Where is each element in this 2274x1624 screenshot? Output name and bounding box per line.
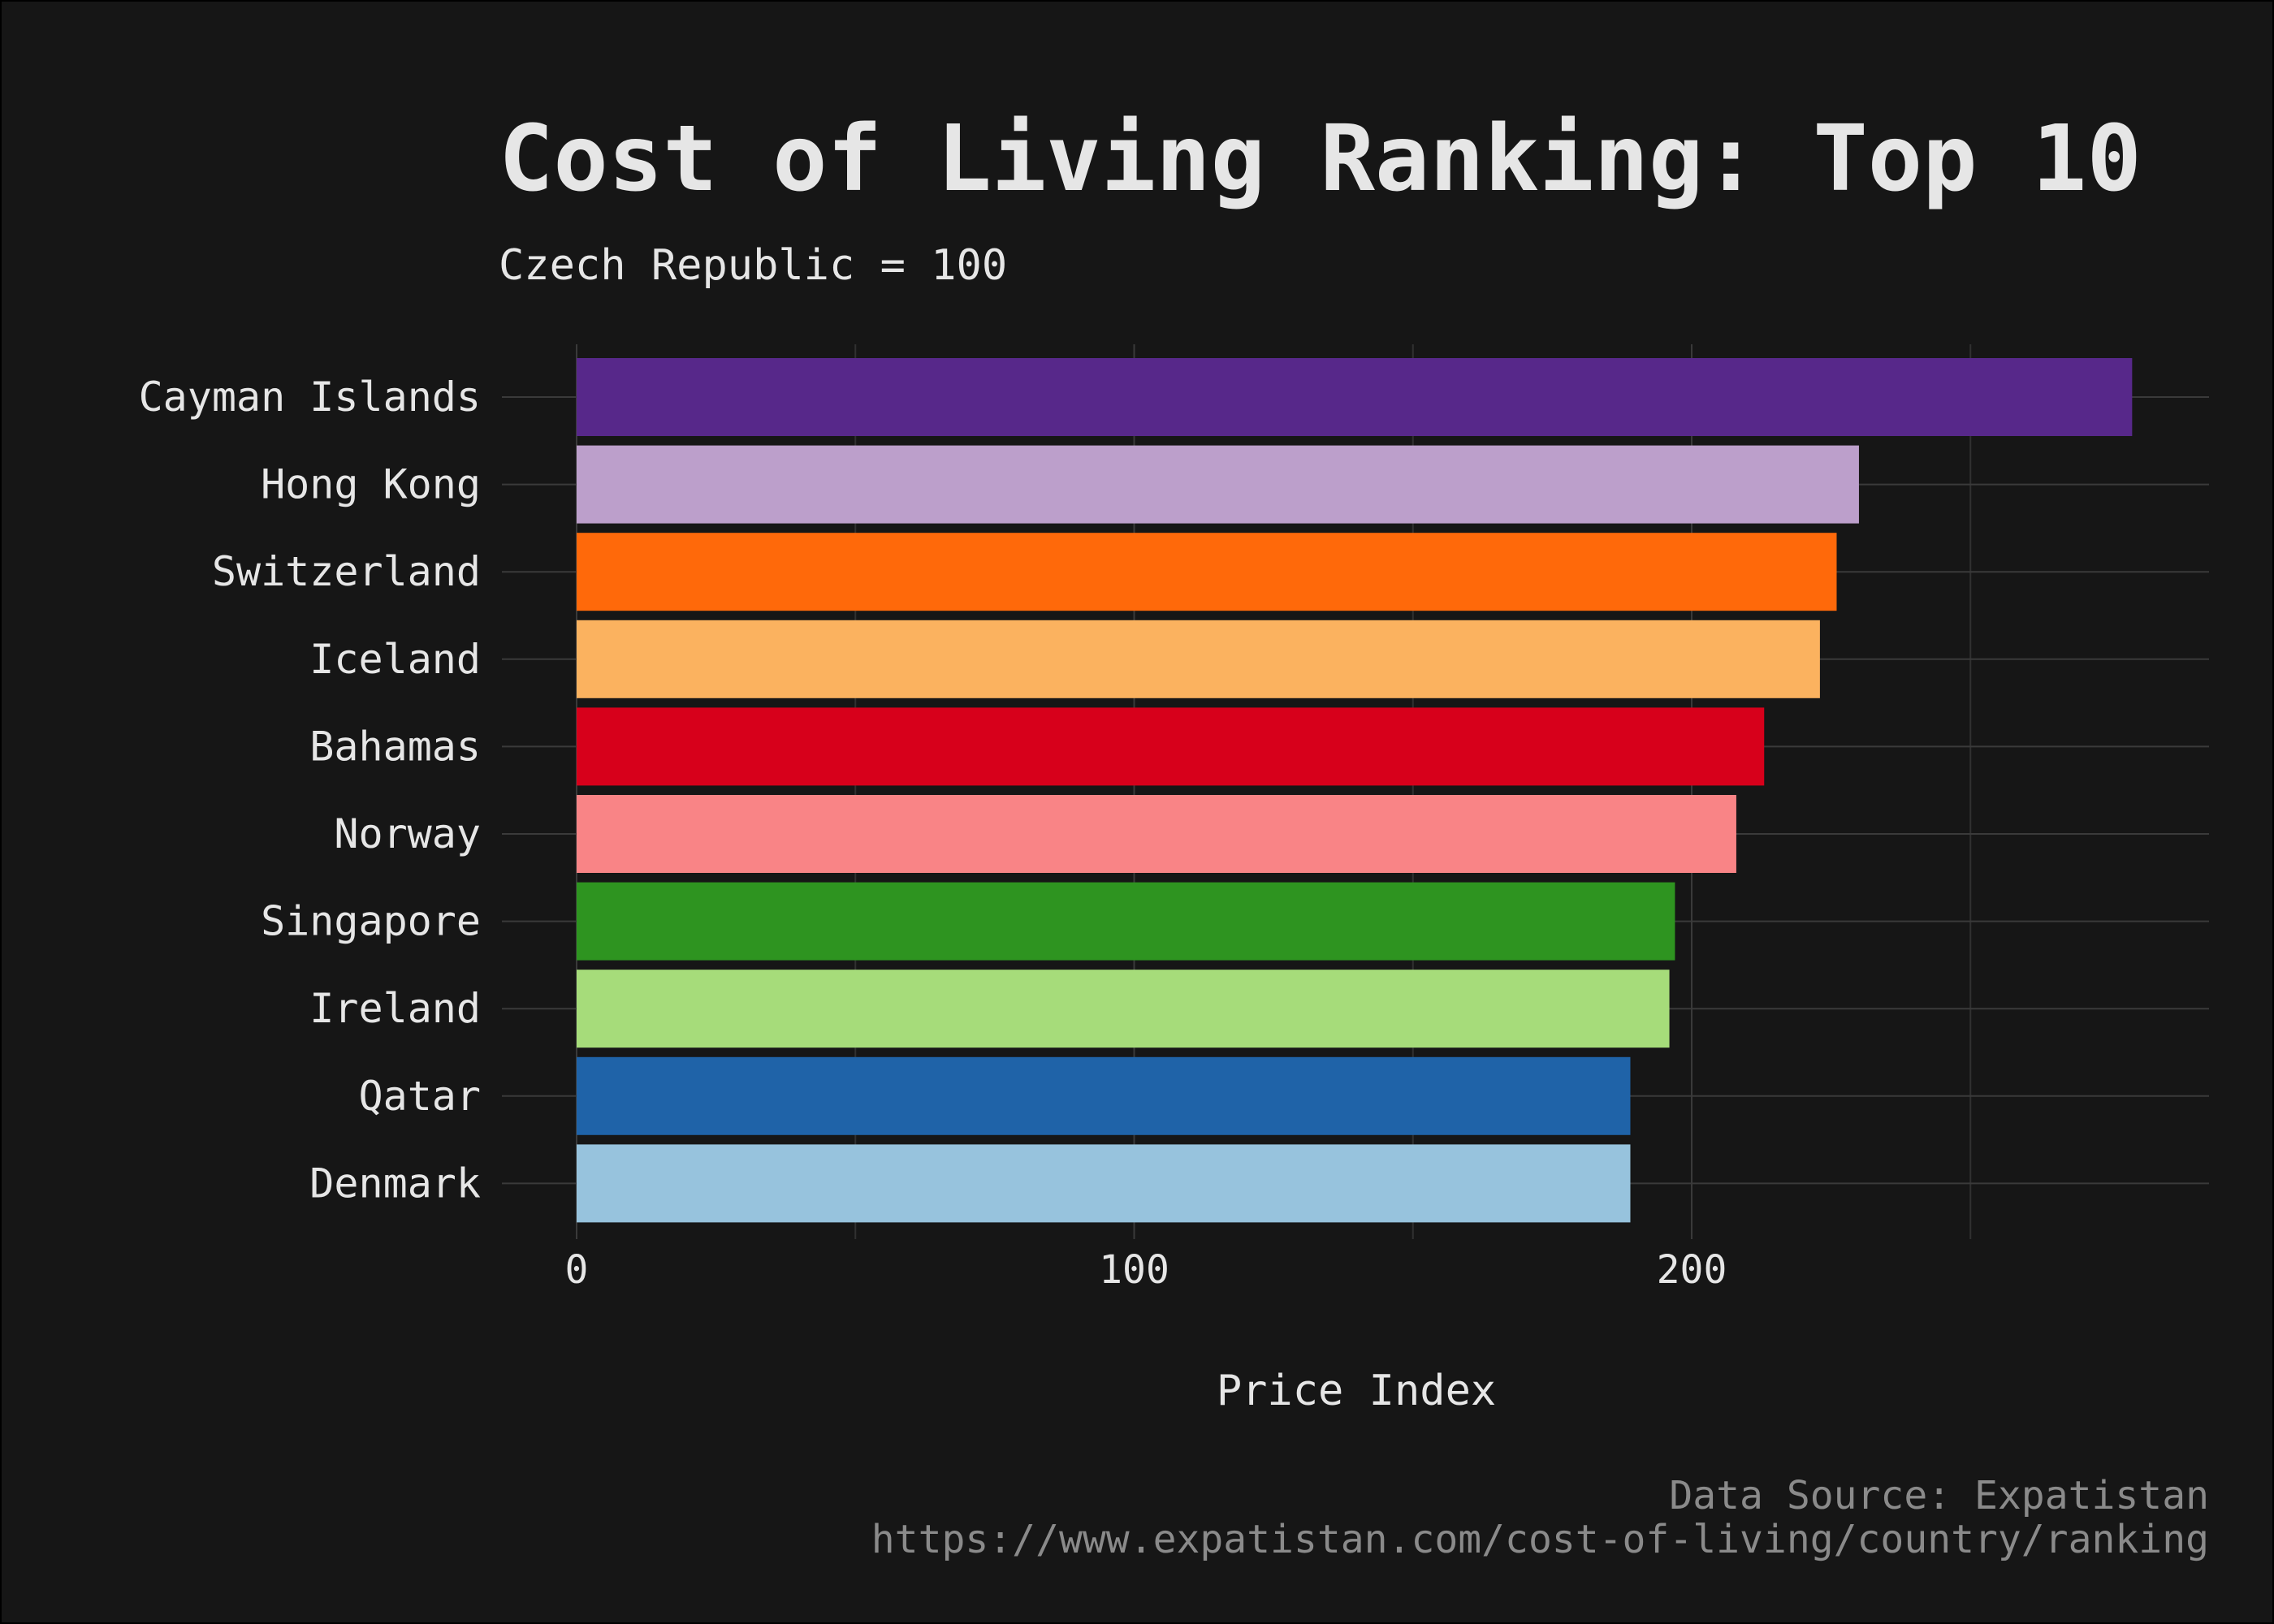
y-axis-labels: Cayman Islands Hong Kong Switzerland Icelan…	[139, 374, 481, 1207]
x-axis-labels: 0 100 200	[565, 1247, 1727, 1293]
caption-url: https://www.expatistan.com/cost-of-livin…	[871, 1517, 2209, 1562]
x-axis-title: Price Index	[1217, 1367, 1496, 1415]
bar-denmark	[577, 1144, 1631, 1223]
y-tick-label: Ireland	[309, 985, 481, 1032]
bars	[577, 358, 2133, 1223]
y-tick-label: Switzerland	[212, 548, 481, 595]
caption-source: Data Source: Expatistan	[1669, 1473, 2209, 1518]
y-tick-label: Hong Kong	[261, 461, 481, 508]
bar-ireland	[577, 970, 1670, 1048]
x-tick-label: 100	[1099, 1247, 1169, 1293]
x-tick-label: 0	[565, 1247, 589, 1293]
y-tick-label: Qatar	[358, 1073, 481, 1120]
bar-switzerland	[577, 533, 1837, 611]
bar-hong-kong	[577, 445, 1859, 524]
bar-cayman-islands	[577, 358, 2133, 436]
x-tick-label: 200	[1657, 1247, 1727, 1293]
y-tick-label: Iceland	[309, 636, 481, 683]
bar-iceland	[577, 620, 1820, 698]
y-tick-label: Singapore	[261, 898, 481, 945]
bar-norway	[577, 795, 1736, 873]
y-tick-label: Norway	[334, 810, 481, 857]
y-tick-label: Bahamas	[309, 723, 481, 770]
y-tick-label: Cayman Islands	[139, 374, 481, 421]
chart-subtitle: Czech Republic = 100	[499, 241, 1007, 290]
chart-title: Cost of Living Ranking: Top 10	[499, 106, 2142, 212]
bar-bahamas	[577, 707, 1765, 786]
bar-qatar	[577, 1056, 1631, 1135]
bar-singapore	[577, 882, 1675, 961]
y-tick-label: Denmark	[309, 1160, 481, 1207]
